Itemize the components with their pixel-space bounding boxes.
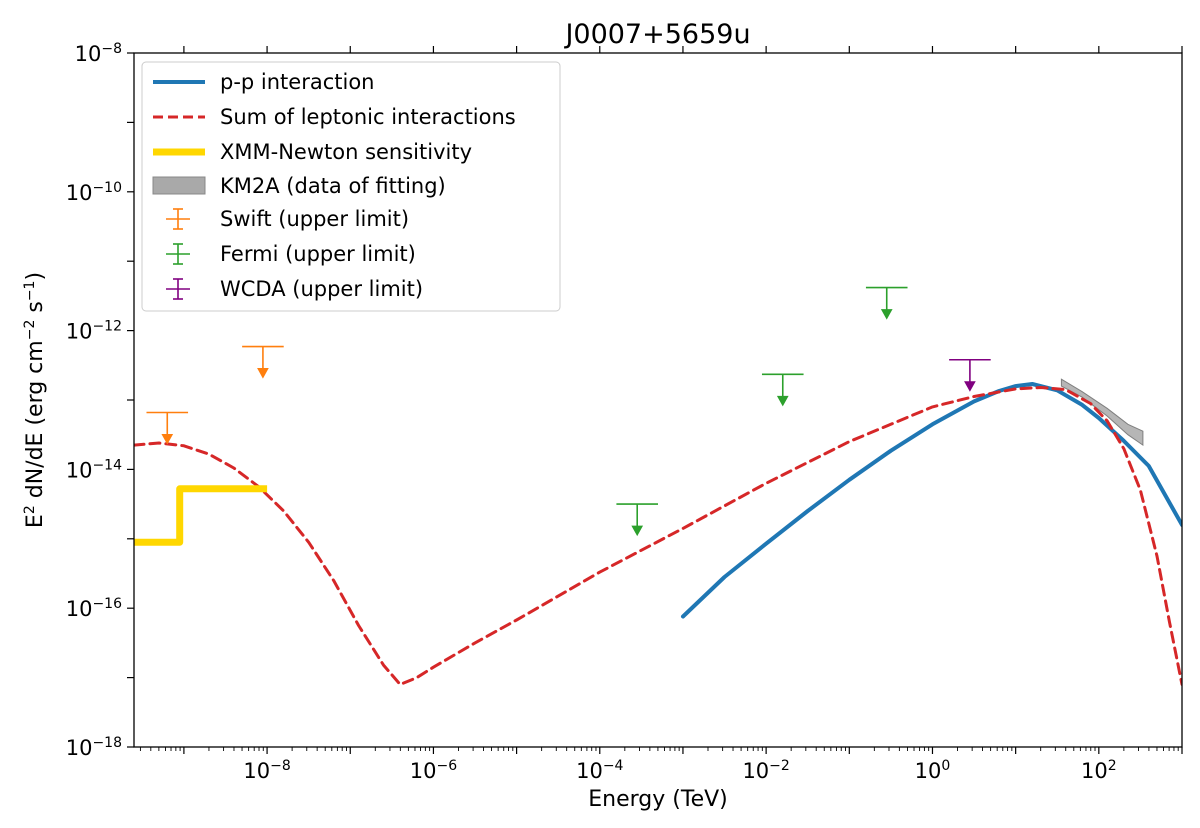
legend-item-fermi: Fermi (upper limit): [166, 242, 416, 266]
legend-label-xmm: XMM-Newton sensitivity: [220, 140, 472, 164]
y-tick-label: 10−14: [66, 457, 122, 482]
x-tick-label: 10−4: [576, 758, 623, 783]
legend: p-p interaction Sum of leptonic interact…: [141, 61, 561, 312]
plot-area: [134, 286, 1182, 686]
upper-limit-1-1: [761, 373, 804, 407]
x-tick-label: 10−8: [243, 758, 290, 783]
legend-label-pp: p-p interaction: [220, 70, 375, 94]
legend-item-wcda: WCDA (upper limit): [166, 277, 423, 301]
x-tick-label: 10−2: [742, 758, 789, 783]
series-line-2: [134, 485, 268, 546]
legend-label-km2a: KM2A (data of fitting): [220, 174, 446, 198]
x-tick-label: 100: [915, 758, 951, 783]
legend-swatch-km2a: [152, 176, 206, 195]
y-tick-label: 10−8: [75, 41, 122, 66]
upper-limit-0-0: [146, 411, 189, 445]
upper-limit-0-1: [242, 345, 284, 379]
x-tick-label: 102: [1081, 758, 1117, 783]
y-tick-label: 10−16: [66, 596, 122, 621]
y-tick-label: 10−10: [66, 180, 122, 205]
km2a-band: [1060, 378, 1144, 447]
legend-label-swift: Swift (upper limit): [220, 207, 409, 231]
legend-label-wcda: WCDA (upper limit): [220, 277, 423, 301]
legend-label-leptonic: Sum of leptonic interactions: [220, 105, 516, 129]
legend-item-pp: p-p interaction: [153, 70, 375, 94]
legend-item-leptonic: Sum of leptonic interactions: [153, 105, 516, 129]
upper-limit-2-0: [949, 358, 991, 392]
x-tick-label: 10−6: [410, 758, 457, 783]
y-tick-label: 10−12: [66, 319, 122, 344]
legend-item-xmm: XMM-Newton sensitivity: [153, 140, 472, 164]
series-line-1: [134, 386, 1182, 686]
legend-item-km2a: KM2A (data of fitting): [152, 174, 446, 198]
legend-label-fermi: Fermi (upper limit): [220, 242, 416, 266]
chart-title: J0007+5659u: [563, 19, 750, 50]
tick-layer: 10−8 10−6 10−4 10−2 100 102 10−18 10−16 10−14 10−…: [66, 41, 1183, 783]
upper-limit-1-0: [616, 503, 658, 537]
x-axis-label: Energy (TeV): [588, 787, 727, 812]
upper-limit-1-2: [865, 286, 908, 320]
legend-item-swift: Swift (upper limit): [166, 207, 409, 231]
legend-box: [141, 61, 561, 312]
y-tick-label: 10−18: [66, 735, 122, 760]
y-axis-label: E2 dN/dE (erg cm−2 s−1): [22, 272, 48, 528]
